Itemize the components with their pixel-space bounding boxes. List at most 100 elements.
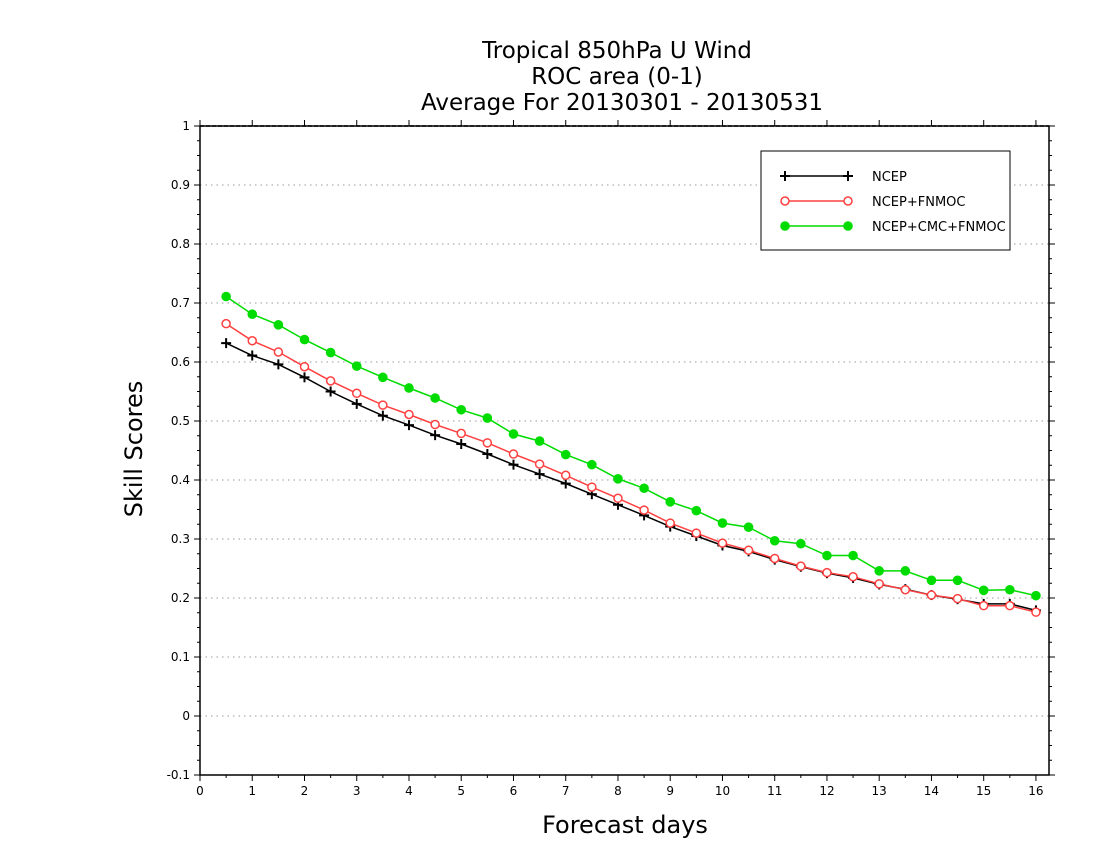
data-point <box>247 309 258 320</box>
data-point <box>221 291 231 302</box>
data-point <box>377 410 388 421</box>
data-point <box>456 439 467 450</box>
legend-label: NCEP <box>872 170 907 185</box>
data-point <box>221 338 232 349</box>
y-tick-label: 0.5 <box>171 414 190 428</box>
data-point <box>743 522 754 533</box>
legend-item: NCEP+CMC+FNMOC <box>780 220 1006 235</box>
series-line <box>225 295 1037 597</box>
data-point <box>534 469 545 480</box>
data-point <box>430 430 441 441</box>
data-point <box>456 428 466 439</box>
series-ncep <box>221 338 1041 616</box>
data-point <box>665 497 676 507</box>
data-point <box>952 575 963 586</box>
data-point <box>900 584 911 595</box>
y-tick-label: 0.2 <box>171 591 190 605</box>
x-tick-label: 11 <box>767 784 782 798</box>
data-point <box>456 404 467 415</box>
data-point <box>325 386 336 397</box>
data-point <box>299 334 310 345</box>
data-point <box>534 436 545 446</box>
data-point <box>843 171 853 181</box>
data-point <box>613 474 623 484</box>
data-point <box>247 350 258 361</box>
data-point <box>325 347 336 358</box>
data-point <box>560 449 571 460</box>
data-point <box>482 413 493 423</box>
data-point <box>273 347 284 357</box>
x-tick-label: 3 <box>353 784 361 798</box>
axis-ticks: -0.100.10.20.30.40.50.60.70.80.910 1 2 3 4 5 6… <box>167 119 1055 798</box>
data-point <box>796 561 806 571</box>
x-tick-label: 5 <box>457 784 465 798</box>
data-point <box>848 572 858 582</box>
data-point <box>843 221 853 231</box>
y-tick-label: 0.6 <box>171 355 190 369</box>
data-point <box>299 361 310 372</box>
legend-label: NCEP+CMC+FNMOC <box>872 220 1006 235</box>
x-tick-label: 1 <box>248 784 256 798</box>
title-line-2: ROC area (0-1) <box>531 64 703 90</box>
x-tick-label: 2 <box>301 784 309 798</box>
data-point <box>822 550 832 561</box>
x-tick-label: 4 <box>405 784 413 798</box>
series-line <box>225 323 1037 613</box>
data-point <box>926 575 937 586</box>
data-point <box>769 553 780 564</box>
data-point <box>874 566 885 576</box>
y-tick-label: -0.1 <box>167 768 190 782</box>
data-point <box>221 318 231 329</box>
data-point <box>780 171 790 181</box>
data-point <box>508 429 519 439</box>
title-line-3: Average For 20130301 - 20130531 <box>421 90 823 116</box>
data-point <box>560 470 571 481</box>
data-point <box>430 393 440 403</box>
data-point <box>780 221 790 231</box>
data-point <box>900 566 911 576</box>
data-point <box>351 398 362 409</box>
data-point <box>273 359 284 370</box>
data-point <box>560 478 571 489</box>
data-point <box>926 590 937 600</box>
data-point <box>874 579 884 589</box>
data-point <box>587 482 597 492</box>
data-point <box>587 459 597 470</box>
y-tick-label: 0.8 <box>171 237 190 251</box>
x-tick-label: 6 <box>510 784 518 798</box>
data-point <box>639 505 649 515</box>
data-point <box>482 438 493 448</box>
y-tick-label: 1 <box>182 119 190 133</box>
data-point <box>843 196 853 206</box>
series-line <box>225 342 1037 612</box>
data-point <box>769 535 780 546</box>
data-point <box>613 493 623 504</box>
data-point <box>1005 584 1015 595</box>
data-point <box>691 505 702 516</box>
x-tick-label: 16 <box>1028 784 1043 798</box>
y-tick-label: 0.4 <box>171 473 190 487</box>
data-point <box>403 420 414 431</box>
data-point <box>1031 590 1041 601</box>
data-point <box>978 585 989 596</box>
x-axis-title: Forecast days <box>542 811 708 839</box>
data-point <box>717 538 728 548</box>
data-point <box>780 196 790 206</box>
x-tick-label: 12 <box>819 784 834 798</box>
data-point <box>952 593 963 604</box>
data-point <box>351 388 362 399</box>
data-point <box>534 459 545 469</box>
x-tick-label: 9 <box>666 784 674 798</box>
data-point <box>978 600 989 611</box>
y-tick-label: 0.3 <box>171 532 190 546</box>
data-point <box>430 419 440 430</box>
series-ncep-cmc-fnmoc <box>221 291 1041 601</box>
data-point <box>378 372 388 383</box>
data-point <box>665 518 675 528</box>
y-axis-title: Skill Scores <box>120 381 148 518</box>
legend: NCEP NCEP+FNMOC NCEP+CMC+FNMOC <box>760 150 1011 251</box>
data-point <box>1005 600 1015 611</box>
x-tick-label: 10 <box>715 784 730 798</box>
